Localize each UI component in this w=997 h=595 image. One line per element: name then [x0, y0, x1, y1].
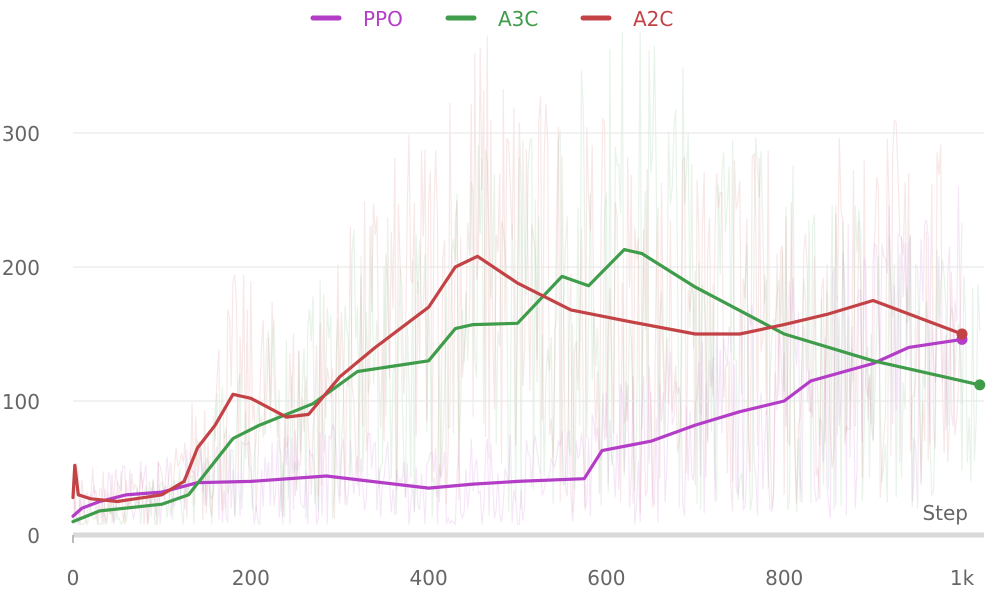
legend-label-A3C: A3C	[498, 7, 538, 31]
series-end-marker-A2C	[956, 328, 968, 340]
series-end-marker-A3C	[974, 379, 986, 391]
raw-trace-A2C	[72, 35, 963, 527]
legend-label-PPO: PPO	[363, 7, 403, 31]
gridlines	[73, 132, 984, 402]
y-tick-label-1: 100	[2, 390, 40, 414]
x-tick-label-4: 800	[765, 566, 803, 590]
raw-noise-layer	[72, 32, 981, 527]
raw-trace-PPO	[72, 185, 963, 526]
y-tick-label-0: 0	[27, 524, 40, 548]
x-tick-label-1: 200	[232, 566, 270, 590]
series-line-PPO	[71, 337, 964, 518]
x-tick-label-2: 400	[410, 566, 448, 590]
series-lines	[71, 248, 986, 524]
series-line-A3C	[71, 248, 982, 524]
x-axis-label: Step	[922, 501, 968, 525]
series-line-A2C	[71, 254, 964, 504]
x-tick-label-0: 0	[67, 566, 80, 590]
y-tick-label-3: 300	[2, 122, 40, 146]
y-tick-label-2: 200	[2, 256, 40, 280]
legend-label-A2C: A2C	[633, 7, 673, 31]
x-tick-label-3: 600	[587, 566, 625, 590]
axes: 0 200 400 600 800 1k 0 100 200 300	[2, 122, 984, 590]
raw-trace-A3C	[73, 32, 981, 526]
legend: PPO A3C A2C	[310, 7, 673, 31]
x-tick-label-5: 1k	[950, 566, 975, 590]
